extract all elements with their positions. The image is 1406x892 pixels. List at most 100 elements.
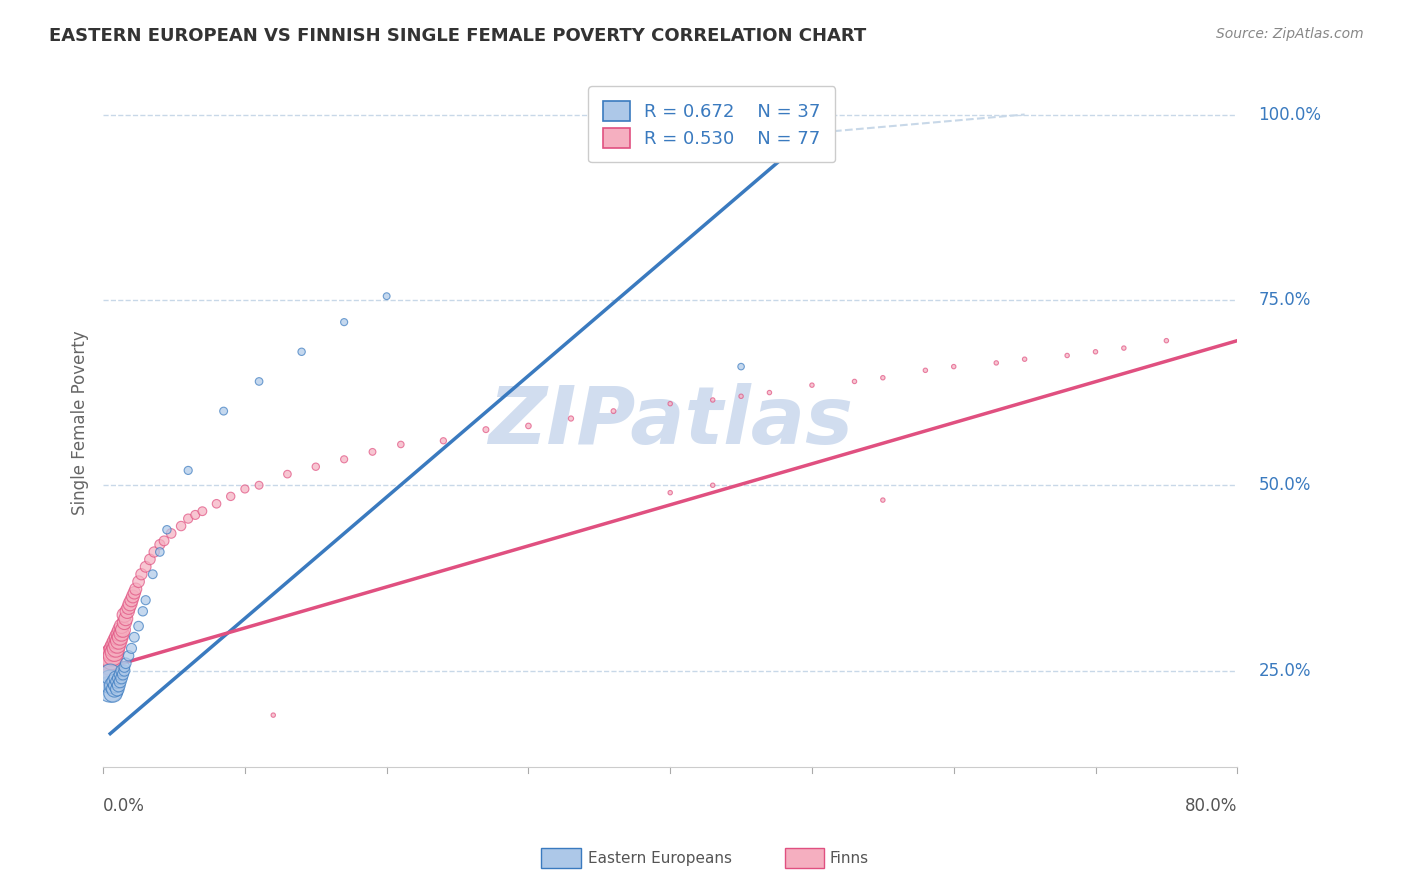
Point: [702, 392, 724, 407]
Point: [262, 708, 284, 723]
Point: [1014, 352, 1036, 367]
Point: [98, 648, 121, 663]
Point: [107, 634, 129, 648]
Text: Eastern Europeans: Eastern Europeans: [588, 851, 731, 865]
Point: [108, 674, 131, 689]
Point: [114, 657, 136, 671]
Point: [98, 657, 121, 671]
Point: [560, 411, 582, 425]
Point: [205, 497, 228, 511]
Point: [101, 678, 124, 692]
Point: [124, 586, 146, 600]
Point: [110, 619, 132, 633]
Point: [1056, 349, 1078, 363]
Point: [128, 574, 150, 589]
Point: [219, 489, 242, 503]
Text: 0.0%: 0.0%: [103, 797, 145, 814]
Point: [111, 623, 134, 637]
Point: [110, 671, 132, 685]
Point: [758, 385, 780, 400]
Point: [1112, 341, 1135, 355]
Point: [101, 648, 124, 663]
Point: [104, 641, 127, 656]
Point: [730, 389, 752, 403]
Point: [1084, 344, 1107, 359]
Point: [108, 630, 131, 644]
Point: [156, 523, 179, 537]
Point: [389, 437, 412, 451]
Text: 75.0%: 75.0%: [1258, 291, 1310, 309]
Point: [124, 630, 146, 644]
Point: [105, 682, 128, 697]
Point: [844, 375, 866, 389]
Point: [149, 545, 172, 559]
Point: [108, 623, 131, 637]
Point: [98, 682, 121, 697]
Text: EASTERN EUROPEAN VS FINNISH SINGLE FEMALE POVERTY CORRELATION CHART: EASTERN EUROPEAN VS FINNISH SINGLE FEMAL…: [49, 27, 866, 45]
Point: [110, 664, 132, 678]
Point: [702, 478, 724, 492]
Point: [112, 660, 135, 674]
Point: [730, 359, 752, 374]
Point: [96, 664, 118, 678]
Point: [517, 419, 540, 434]
Point: [432, 434, 454, 448]
Point: [103, 674, 125, 689]
Point: [247, 478, 270, 492]
Point: [112, 664, 135, 678]
Point: [276, 467, 298, 482]
Point: [112, 615, 135, 630]
Point: [305, 459, 328, 474]
Point: [104, 678, 127, 692]
Point: [107, 678, 129, 692]
Point: [105, 638, 128, 652]
Point: [184, 508, 207, 522]
Point: [1156, 334, 1178, 348]
Legend: R = 0.672    N = 37, R = 0.530    N = 77: R = 0.672 N = 37, R = 0.530 N = 77: [589, 87, 835, 162]
Point: [104, 671, 127, 685]
Point: [986, 356, 1008, 370]
Y-axis label: Single Female Poverty: Single Female Poverty: [72, 330, 89, 515]
Point: [107, 626, 129, 640]
Point: [125, 582, 148, 596]
Point: [101, 686, 124, 700]
Point: [149, 538, 172, 552]
Point: [97, 652, 120, 666]
Text: 80.0%: 80.0%: [1185, 797, 1237, 814]
Point: [107, 671, 129, 685]
Point: [212, 404, 235, 418]
Point: [233, 482, 256, 496]
Point: [104, 634, 127, 648]
Point: [128, 619, 150, 633]
Point: [247, 375, 270, 389]
Text: ZIPatlas: ZIPatlas: [488, 384, 852, 461]
Point: [98, 667, 121, 681]
Point: [914, 363, 936, 377]
Point: [153, 533, 176, 548]
Point: [108, 667, 131, 681]
Point: [100, 645, 122, 659]
Point: [191, 504, 214, 518]
Point: [143, 545, 166, 559]
Point: [132, 604, 155, 618]
Point: [659, 485, 682, 500]
Point: [105, 630, 128, 644]
Point: [333, 452, 356, 467]
Point: [135, 593, 157, 607]
Point: [117, 600, 139, 615]
Text: 100.0%: 100.0%: [1258, 105, 1322, 123]
Point: [98, 674, 121, 689]
Point: [103, 645, 125, 659]
Point: [110, 626, 132, 640]
Point: [475, 423, 498, 437]
Point: [361, 445, 384, 459]
Text: Finns: Finns: [830, 851, 869, 865]
Point: [101, 641, 124, 656]
Point: [160, 526, 183, 541]
Point: [135, 559, 157, 574]
Point: [177, 463, 200, 477]
Point: [170, 519, 193, 533]
Point: [115, 604, 138, 618]
Text: Source: ZipAtlas.com: Source: ZipAtlas.com: [1216, 27, 1364, 41]
Point: [103, 682, 125, 697]
